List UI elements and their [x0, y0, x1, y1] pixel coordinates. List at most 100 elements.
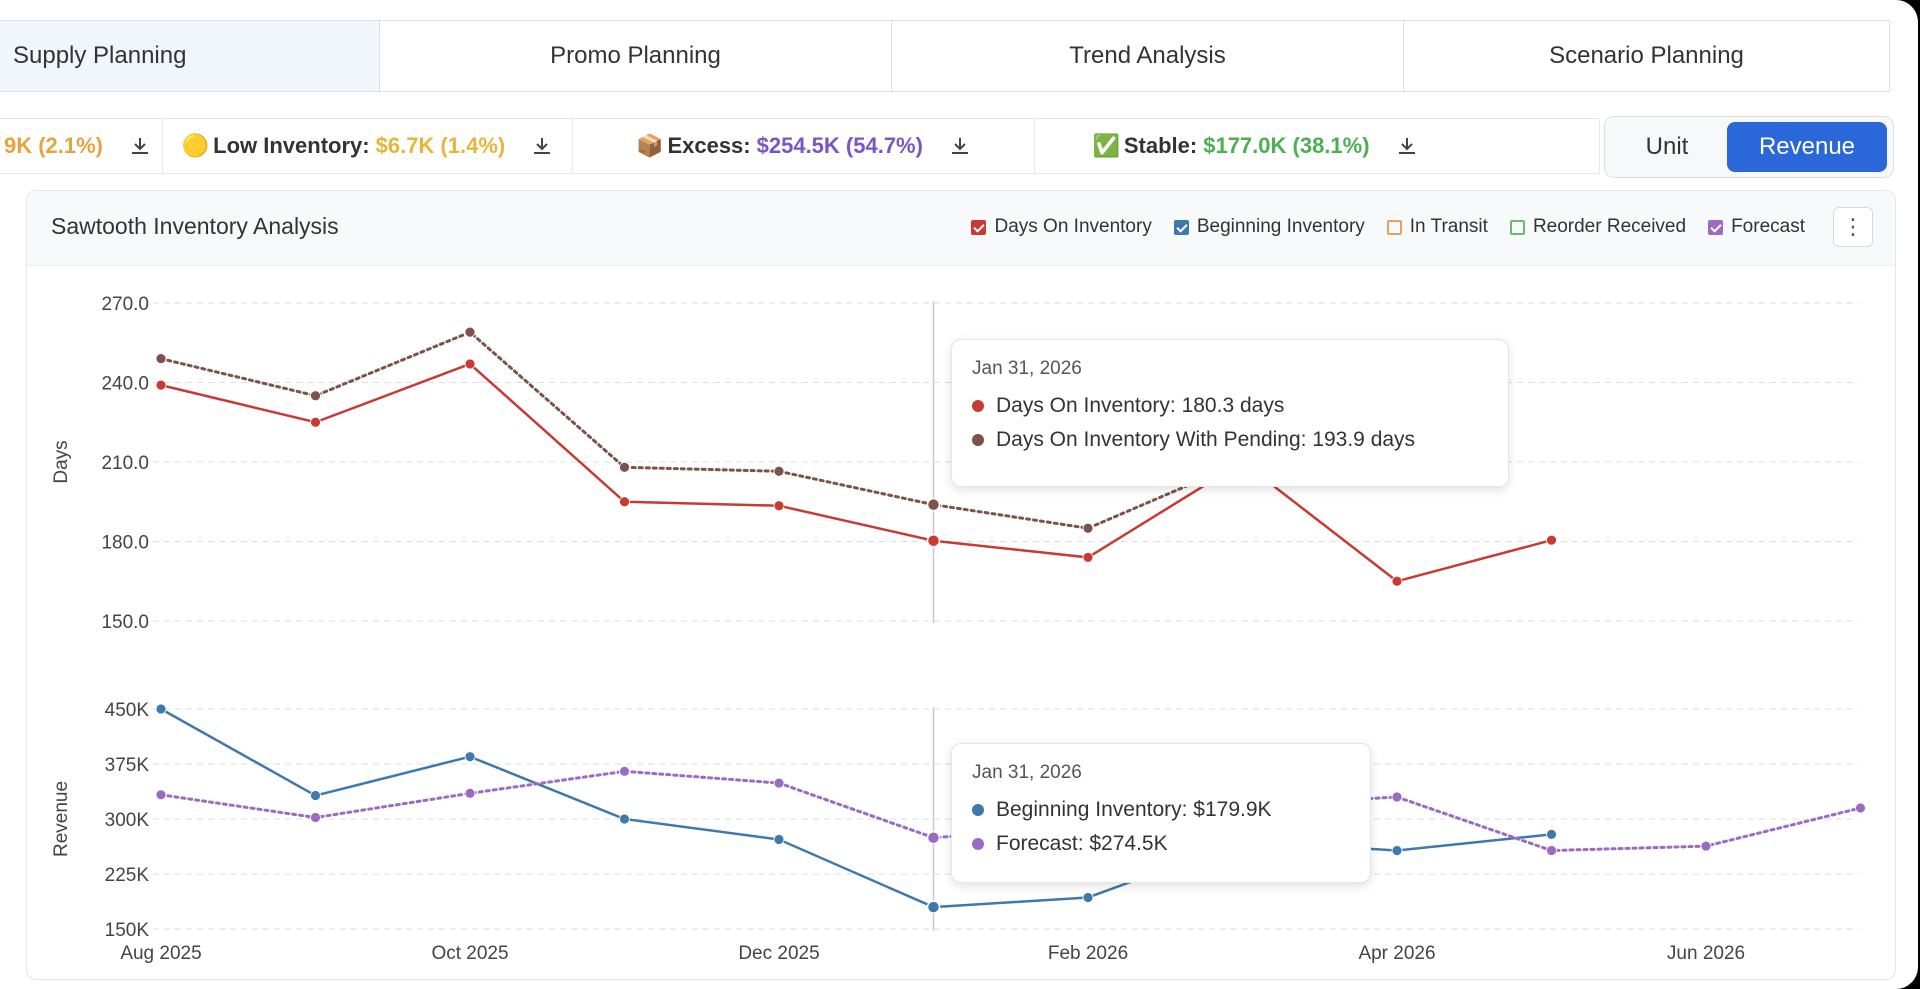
sawtooth-panel: Sawtooth Inventory Analysis Days On Inve… [26, 190, 1896, 980]
legend-forecast[interactable]: Forecast [1708, 216, 1805, 238]
data-point [310, 812, 321, 823]
y-tick-label: 150.0 [101, 612, 149, 633]
legend-label: Days On Inventory [994, 216, 1152, 237]
days-tooltip: Jan 31, 2026 Days On Inventory: 180.3 da… [951, 339, 1509, 487]
stat-value: $254.5K (54.7%) [756, 133, 923, 158]
chart-legend: Days On Inventory Beginning Inventory In… [971, 216, 1805, 238]
tooltip-row: Days On Inventory: 180.3 days [972, 394, 1488, 418]
legend-reorder-received[interactable]: Reorder Received [1509, 216, 1686, 238]
checkbox-icon [1708, 219, 1724, 235]
tooltip-value: Days On Inventory With Pending: 193.9 da… [996, 428, 1416, 451]
x-tick-label: Feb 2026 [1048, 943, 1128, 964]
tab-supply-planning[interactable]: Supply Planning [0, 21, 380, 91]
tooltip-row: Forecast: $274.5K [972, 832, 1350, 856]
data-point [1700, 840, 1712, 852]
series-line [159, 330, 1244, 530]
inventory-stats-strip: 9K (2.1%) 🟡 Low Inventory: $6.7K (1.4%) … [0, 118, 1600, 174]
data-point [155, 789, 167, 801]
stat-label: Low Inventory: [213, 133, 370, 158]
series-dot-icon [972, 400, 984, 412]
x-tick-label: Aug 2025 [120, 943, 201, 964]
data-point [1082, 522, 1094, 534]
stat-value: $6.7K (1.4%) [375, 133, 506, 158]
revenue-tooltip: Jan 31, 2026 Beginning Inventory: $179.9… [951, 743, 1371, 883]
check-icon: ✅ [1092, 133, 1120, 158]
y-tick-label: 450K [105, 700, 150, 721]
more-options-button[interactable]: ⋮ [1833, 207, 1873, 247]
data-point [310, 790, 321, 801]
y-tick-label: 225K [105, 865, 150, 886]
tooltip-date: Jan 31, 2026 [972, 358, 1082, 379]
y-tick-label: 375K [105, 755, 150, 776]
tab-scenario-planning[interactable]: Scenario Planning [1549, 42, 1744, 69]
data-point [1546, 829, 1557, 840]
data-point [1855, 802, 1866, 814]
checkbox-icon [1173, 219, 1189, 235]
tooltip-row: Beginning Inventory: $179.9K [972, 798, 1350, 822]
data-point [1391, 791, 1403, 803]
series-line [159, 362, 1553, 583]
legend-label: Beginning Inventory [1196, 216, 1365, 237]
unit-option[interactable]: Unit [1645, 133, 1689, 160]
download-icon[interactable] [949, 135, 971, 157]
data-point [619, 496, 630, 508]
tooltip-date: Jan 31, 2026 [972, 762, 1082, 783]
data-point [619, 461, 630, 473]
stat-low-inventory: 🟡 Low Inventory: $6.7K (1.4%) [163, 119, 573, 173]
revenue-option[interactable]: Revenue [1727, 122, 1887, 172]
tab-trend-analysis[interactable]: Trend Analysis [892, 21, 1404, 91]
tab-promo-planning[interactable]: Promo Planning [380, 21, 892, 91]
stat-label: Stable: [1123, 133, 1198, 158]
download-icon[interactable] [1396, 135, 1418, 157]
tooltip-row: Days On Inventory With Pending: 193.9 da… [972, 428, 1488, 452]
download-icon[interactable] [129, 135, 151, 157]
data-point [155, 703, 167, 715]
stat-value: $177.0K (38.1%) [1203, 133, 1370, 158]
data-point [1082, 551, 1094, 563]
data-point [773, 777, 785, 789]
data-point [926, 900, 941, 914]
series-dot-icon [972, 434, 984, 446]
data-point [926, 830, 941, 845]
y-tick-label: 180.0 [101, 533, 149, 554]
x-tick-label: Dec 2025 [738, 943, 819, 964]
download-icon[interactable] [531, 135, 553, 157]
data-point [310, 390, 321, 402]
stat-stable: ✅ Stable: $177.0K (38.1%) [1035, 119, 1475, 173]
legend-beginning-inventory[interactable]: Beginning Inventory [1173, 216, 1365, 238]
legend-in-transit[interactable]: In Transit [1386, 216, 1488, 238]
data-point [1082, 892, 1094, 903]
y-tick-label: 240.0 [101, 374, 149, 395]
checkbox-icon [1386, 219, 1402, 235]
panel-header: Sawtooth Inventory Analysis Days On Inve… [27, 191, 1895, 266]
stat-value: 9K (2.1%) [3, 133, 104, 158]
checkbox-icon [1509, 219, 1525, 235]
legend-label: In Transit [1409, 216, 1488, 237]
stat-overstock: 9K (2.1%) [0, 119, 163, 173]
data-point [773, 465, 785, 477]
legend-label: Forecast [1731, 216, 1805, 237]
y-tick-label: 300K [105, 810, 150, 831]
x-tick-label: Apr 2026 [1358, 943, 1435, 964]
data-point [773, 834, 785, 845]
tooltip-value: Beginning Inventory: $179.9K [996, 798, 1272, 821]
data-point [155, 379, 167, 391]
legend-days-on-inventory[interactable]: Days On Inventory [971, 216, 1152, 238]
data-point [464, 787, 476, 799]
y-tick-label: 270.0 [101, 294, 149, 315]
stat-label: Excess: [667, 133, 751, 158]
x-tick-label: Oct 2025 [431, 943, 508, 964]
unit-revenue-toggle: Unit Revenue [1604, 116, 1894, 178]
y-tick-label: 150K [105, 920, 150, 941]
data-point [1391, 575, 1403, 587]
data-point [464, 326, 476, 338]
data-point [464, 751, 476, 763]
data-point [1546, 534, 1557, 546]
data-point [1546, 845, 1557, 856]
package-icon: 📦 [636, 133, 664, 158]
data-point [619, 813, 630, 825]
data-point [619, 765, 630, 777]
data-point [155, 353, 167, 365]
data-point [464, 358, 476, 370]
low-inventory-icon: 🟡 [181, 133, 210, 158]
